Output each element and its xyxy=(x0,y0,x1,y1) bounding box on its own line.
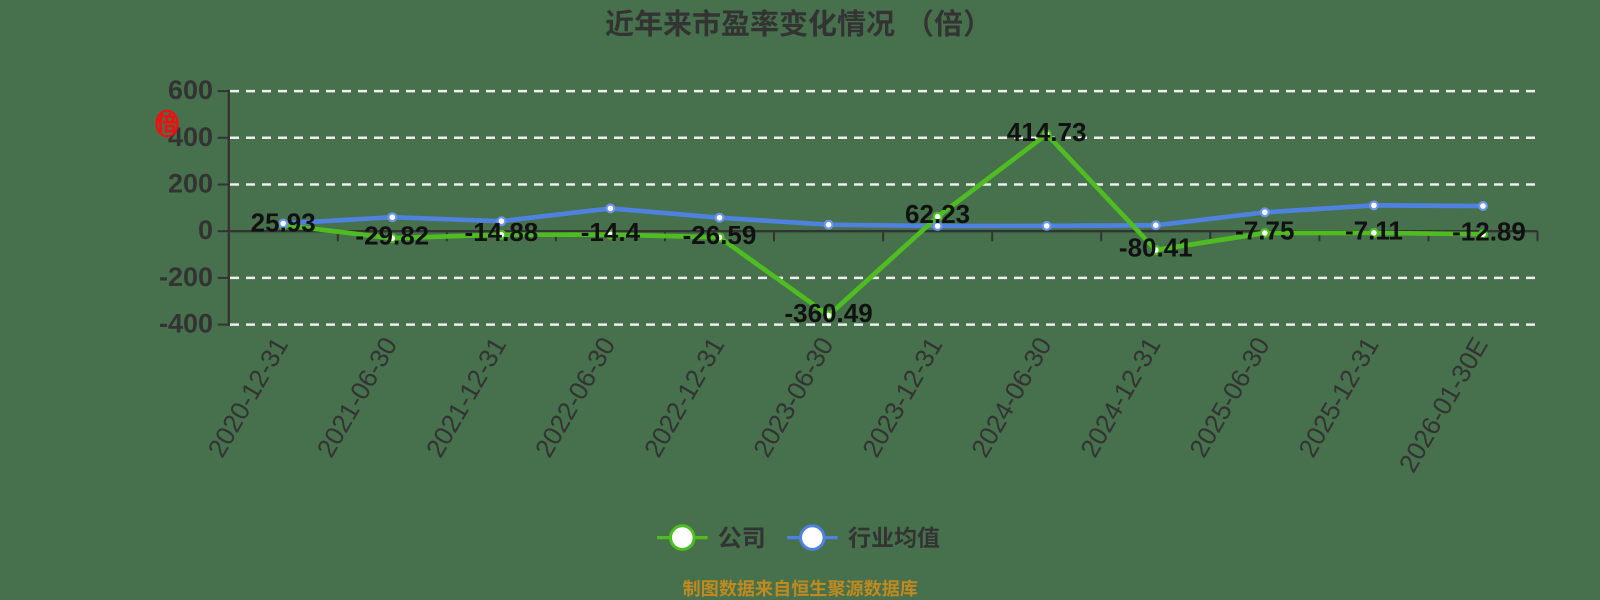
svg-text:-12.89: -12.89 xyxy=(1452,217,1526,247)
svg-text:600: 600 xyxy=(168,75,213,105)
svg-text:-7.75: -7.75 xyxy=(1235,216,1294,246)
svg-text:-14.4: -14.4 xyxy=(581,217,641,247)
svg-text:-80.41: -80.41 xyxy=(1119,233,1193,263)
svg-text:-7.11: -7.11 xyxy=(1345,215,1403,245)
svg-text:0: 0 xyxy=(198,215,213,245)
svg-text:400: 400 xyxy=(168,122,213,152)
svg-text:-14.88: -14.88 xyxy=(465,217,539,247)
svg-text:200: 200 xyxy=(168,169,213,199)
svg-text:-360.49: -360.49 xyxy=(785,298,873,328)
svg-text:25.93: 25.93 xyxy=(251,208,316,238)
svg-text:414.73: 414.73 xyxy=(1007,117,1087,147)
svg-text:-29.82: -29.82 xyxy=(355,221,429,251)
svg-text:-200: -200 xyxy=(159,262,213,292)
svg-text:-400: -400 xyxy=(159,309,213,339)
svg-text:-26.59: -26.59 xyxy=(683,220,757,250)
svg-text:62.23: 62.23 xyxy=(905,199,970,229)
